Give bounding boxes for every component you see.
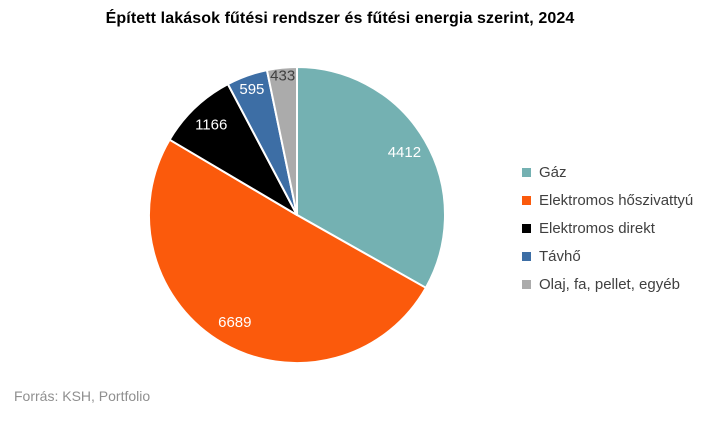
pie-value-label-elektromos-hoszivattyu: 6689	[218, 314, 251, 331]
legend-item-tavho: Távhő	[522, 247, 693, 265]
legend-item-gaz: Gáz	[522, 163, 693, 181]
legend-label: Olaj, fa, pellet, egyéb	[539, 275, 680, 293]
legend-swatch-icon	[522, 251, 531, 261]
pie-value-label-olaj-fa-pellet-egyeb: 433	[270, 67, 295, 84]
legend-swatch-icon	[522, 167, 531, 177]
pie-slice-gaz	[296, 66, 446, 289]
legend-item-elektromos-direkt: Elektromos direkt	[522, 219, 693, 237]
legend-label: Gáz	[539, 163, 567, 181]
legend-label: Távhő	[539, 247, 581, 265]
legend-swatch-icon	[522, 279, 531, 289]
source-note: Forrás: KSH, Portfolio	[14, 388, 151, 404]
legend-item-olaj-fa-pellet-egyeb: Olaj, fa, pellet, egyéb	[522, 275, 693, 293]
chart-title: Épített lakások fűtési rendszer és fűtés…	[105, 10, 575, 27]
legend-label: Elektromos hőszivattyú	[539, 191, 694, 209]
pie-value-label-tavho: 595	[239, 81, 264, 98]
pie-slice-elektromos-hoszivattyu	[147, 138, 427, 365]
pie-slice-olaj-fa-pellet-egyeb	[265, 66, 298, 216]
legend-label: Elektromos direkt	[539, 219, 655, 237]
legend-item-elektromos-hoszivattyu: Elektromos hőszivattyú	[522, 191, 693, 209]
pie-value-label-elektromos-direkt: 1166	[195, 117, 227, 134]
legend-swatch-icon	[522, 195, 531, 205]
legend: Gáz Elektromos hőszivattyú Elektromos dire…	[522, 163, 693, 303]
legend-swatch-icon	[522, 223, 531, 233]
pie-slice-elektromos-direkt	[168, 83, 298, 216]
pie-value-label-gaz: 4412	[388, 144, 421, 161]
pie-chart: 4412 6689 1166 595 433	[147, 66, 446, 365]
